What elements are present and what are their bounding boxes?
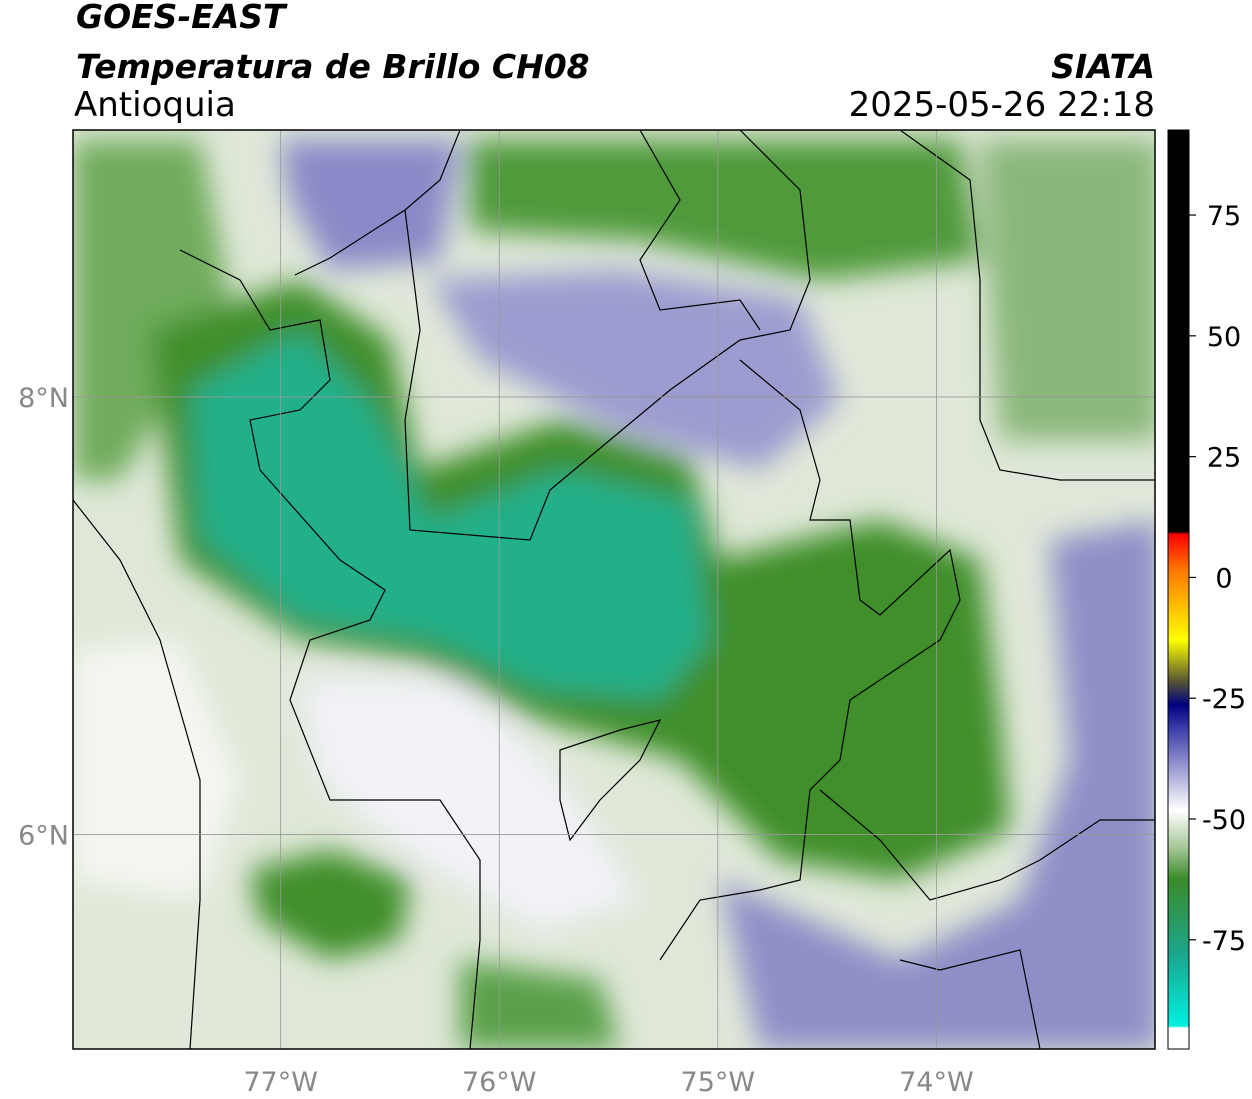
- colorbar-tick-label: 25: [1207, 443, 1241, 474]
- datetime-label: 2025-05-26 22:18: [849, 85, 1155, 125]
- x-tick-label: 76°W: [462, 1067, 537, 1098]
- colorbar: [1167, 129, 1190, 1050]
- product-title: Temperatura de Brillo CH08: [76, 47, 590, 86]
- colorbar-tick-label: -25: [1202, 684, 1246, 715]
- x-tick-label: 77°W: [243, 1067, 318, 1098]
- colorbar-tick-label: -75: [1202, 926, 1246, 957]
- colorbar-tick-label: -50: [1202, 805, 1246, 836]
- source-label: SIATA: [1051, 47, 1155, 86]
- grid: [73, 130, 1155, 1049]
- satellite-title: GOES-EAST: [76, 0, 288, 36]
- colorbar-tick-label: 50: [1207, 322, 1241, 353]
- x-tick-label: 75°W: [681, 1067, 756, 1098]
- colorbar-tick-label: 0: [1215, 563, 1232, 594]
- y-tick-label: 8°N: [18, 383, 69, 414]
- map-frame: [72, 129, 1156, 1050]
- x-tick-label: 74°W: [899, 1067, 974, 1098]
- y-tick-label: 6°N: [18, 821, 69, 852]
- region-label: Antioquia: [74, 85, 236, 125]
- colorbar-tick-label: 75: [1207, 201, 1241, 232]
- satellite-image: [73, 130, 1155, 1049]
